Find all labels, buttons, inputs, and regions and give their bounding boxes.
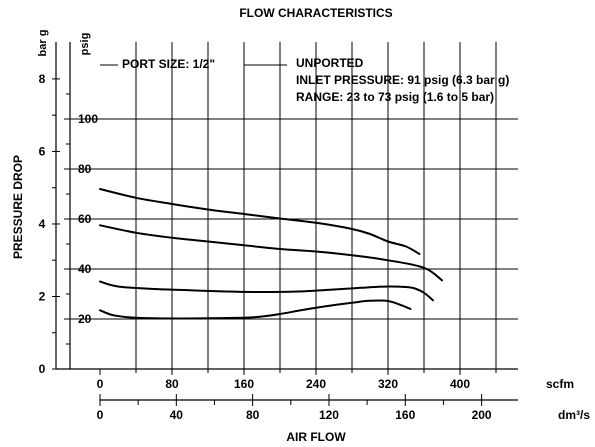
scfm-tick-label: 160 <box>234 377 254 391</box>
scfm-tick-label: 240 <box>306 377 326 391</box>
dm3s-tick-label: 200 <box>472 408 492 422</box>
bar-tick-label: 4 <box>39 217 46 231</box>
y-tick-marks: 20 40 60 80 100 0 2 4 6 8 <box>39 72 99 376</box>
flow-curve-1 <box>99 188 421 255</box>
chart-title: FLOW CHARACTERISTICS <box>239 6 392 20</box>
dm3s-tick-label: 0 <box>97 408 104 422</box>
dm3s-tick-label: 80 <box>246 408 260 422</box>
psig-tick-label: 100 <box>78 112 98 126</box>
scfm-unit-label: scfm <box>546 377 574 391</box>
dm3s-tick-label: 40 <box>170 408 184 422</box>
bar-tick-label: 8 <box>39 72 46 86</box>
flow-curve-4 <box>99 299 412 320</box>
port-size-note: PORT SIZE: 1/2" <box>122 57 215 71</box>
bar-unit-label: bar g <box>37 30 49 57</box>
psig-tick-label: 20 <box>78 312 92 326</box>
scfm-tick-label: 0 <box>97 377 104 391</box>
dm3s-unit-label: dm³/s <box>558 408 590 422</box>
bar-tick-label: 2 <box>39 289 46 303</box>
flow-curve-2 <box>99 224 443 282</box>
flow-curve-3 <box>99 280 434 302</box>
plot-curves <box>99 188 443 320</box>
bar-tick-label: 0 <box>39 362 46 376</box>
scfm-tick-label: 400 <box>450 377 470 391</box>
scfm-tick-label: 80 <box>165 377 179 391</box>
psig-unit-label: psig <box>79 33 91 56</box>
psig-tick-label: 60 <box>78 212 92 226</box>
y-axis-title: PRESSURE DROP <box>11 155 25 259</box>
x-axis-title: AIR FLOW <box>286 430 346 444</box>
inlet-pressure-note: INLET PRESSURE: 91 psig (6.3 bar g) <box>296 73 509 87</box>
unported-note: UNPORTED <box>296 56 364 70</box>
x-tick-marks: 0 80 160 240 320 400 0 40 80 120 160 200 <box>97 369 497 422</box>
psig-tick-label: 40 <box>78 262 92 276</box>
range-note: RANGE: 23 to 73 psig (1.6 to 5 bar) <box>296 90 494 104</box>
dm3s-tick-label: 160 <box>395 408 415 422</box>
bar-tick-label: 6 <box>39 144 46 158</box>
psig-tick-label: 80 <box>78 162 92 176</box>
dm3s-tick-label: 120 <box>319 408 339 422</box>
scfm-tick-label: 320 <box>378 377 398 391</box>
plot-axes <box>55 42 518 401</box>
